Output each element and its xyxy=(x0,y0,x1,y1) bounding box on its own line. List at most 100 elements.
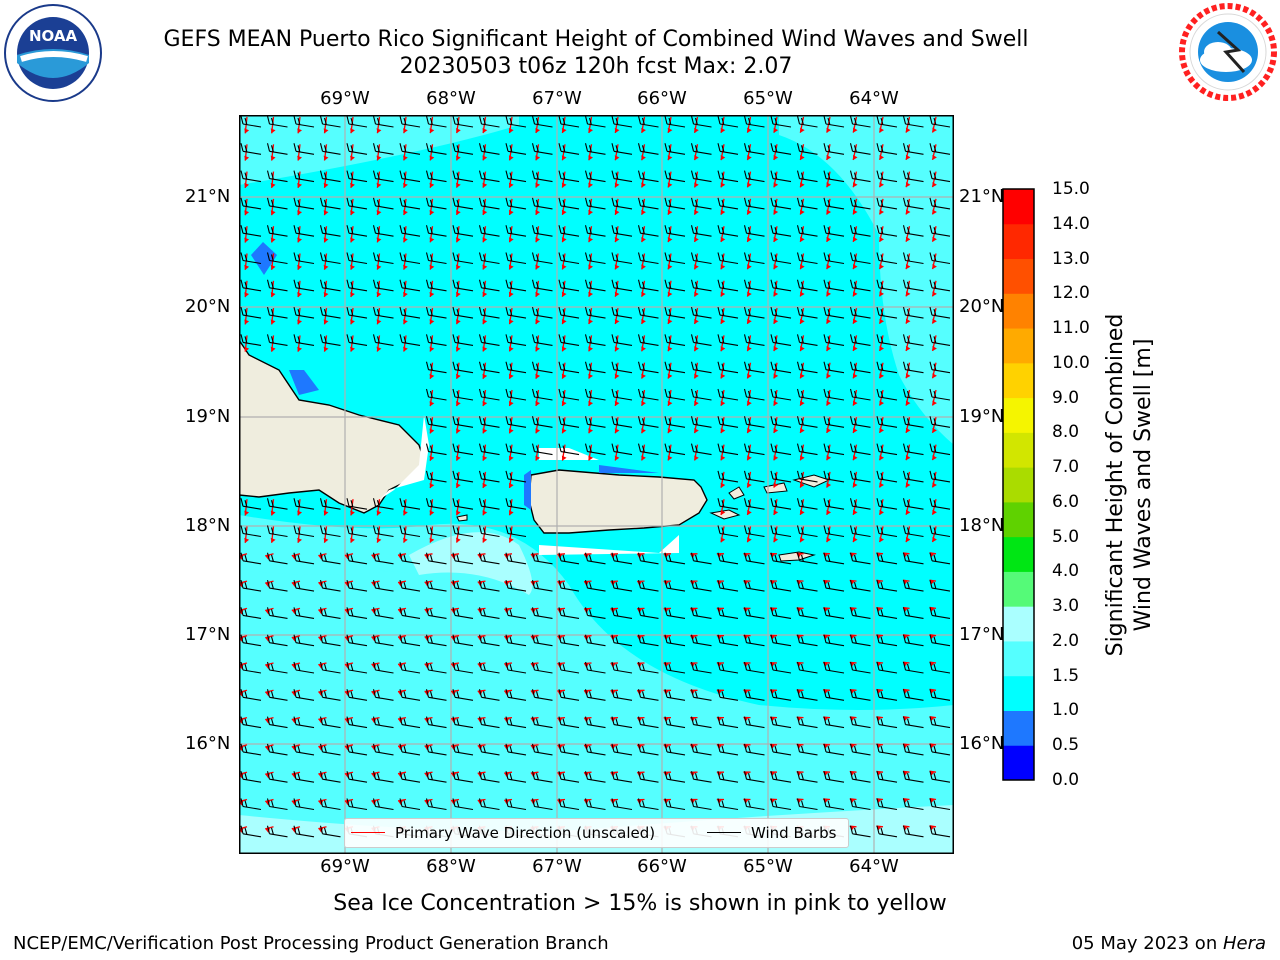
contour-1p5-band xyxy=(239,540,619,660)
wind-barb xyxy=(664,279,686,292)
wind-barb xyxy=(876,306,898,319)
wind-barb xyxy=(611,225,633,237)
wave-arrow-head xyxy=(350,346,355,352)
wave-arrow-head xyxy=(588,291,594,297)
wind-barb xyxy=(823,170,845,183)
contour-1p5-southwest xyxy=(239,515,954,854)
wave-arrow-head xyxy=(826,154,832,160)
wind-barb xyxy=(266,798,288,811)
wind-barb xyxy=(637,716,659,729)
wind-barb xyxy=(240,825,262,838)
wind-barb xyxy=(452,552,474,565)
wave-direction-arrow xyxy=(291,635,301,639)
wave-arrow-head xyxy=(535,455,541,461)
wave-direction-legend-label: Primary Wave Direction (unscaled) xyxy=(395,824,656,842)
wind-barb xyxy=(584,197,606,210)
wave-arrow-head xyxy=(244,128,250,134)
wave-arrow-head xyxy=(291,827,297,833)
wave-arrow-head xyxy=(344,718,350,724)
wind-barb xyxy=(425,607,447,619)
wind-barb xyxy=(796,579,818,592)
wind-barb xyxy=(452,361,474,374)
wave-arrow-head xyxy=(244,155,250,161)
wave-arrow-head xyxy=(508,291,514,297)
wave-direction-arrow xyxy=(318,662,327,666)
wind-barb xyxy=(505,361,527,374)
wind-barb xyxy=(717,170,739,183)
wave-arrow-head xyxy=(403,319,408,325)
wave-arrow-head xyxy=(403,346,408,352)
wave-arrow-head xyxy=(879,154,884,160)
wind-barb xyxy=(425,334,447,346)
wind-barb xyxy=(531,279,553,292)
wind-barb xyxy=(558,771,580,783)
wave-arrow-head xyxy=(588,346,594,352)
wind-barb xyxy=(929,443,951,456)
wind-barb xyxy=(372,634,394,647)
wind-barb xyxy=(637,306,659,319)
wind-barb xyxy=(266,716,288,729)
wind-barb xyxy=(399,170,421,183)
wind-barb xyxy=(849,361,871,374)
wind-barb xyxy=(902,306,924,319)
wind-barb xyxy=(876,443,898,456)
wind-barb xyxy=(372,170,394,183)
wind-barb xyxy=(902,743,924,756)
wave-arrow-head xyxy=(853,264,858,270)
wave-direction-arrow xyxy=(371,580,380,584)
wind-barb xyxy=(346,197,368,210)
wind-barb xyxy=(929,225,951,237)
wave-arrow-head xyxy=(265,773,271,779)
wave-arrow-head xyxy=(932,537,937,543)
wave-arrow-head xyxy=(323,182,329,188)
colorbar-segment xyxy=(1003,675,1034,711)
wave-arrow-head xyxy=(455,428,461,434)
wave-direction-arrow xyxy=(504,635,513,638)
wind-barb xyxy=(849,197,871,210)
wind-barb xyxy=(876,115,898,128)
wave-direction-arrow xyxy=(424,580,433,584)
wave-arrow-head xyxy=(429,455,435,461)
colorbar-tick-label: 1.0 xyxy=(1052,700,1080,721)
wave-arrow-head xyxy=(667,318,673,324)
wave-arrow-head xyxy=(773,155,779,161)
wind-barb xyxy=(637,388,659,401)
wind-barb xyxy=(266,607,288,619)
wind-barb xyxy=(531,443,553,456)
wind-barb xyxy=(743,388,765,401)
wave-arrow-head xyxy=(694,428,699,434)
wind-barb xyxy=(717,388,739,401)
wave-arrow-head xyxy=(482,483,488,488)
wind-barb xyxy=(505,388,527,401)
lat-label-right-16n: 16°N xyxy=(959,733,1005,754)
wave-arrow-head xyxy=(720,455,726,461)
wind-barb xyxy=(664,552,686,565)
wind-barb xyxy=(372,525,394,538)
wave-arrow-head xyxy=(403,292,408,297)
wave-arrow-head xyxy=(291,582,297,588)
wind-barb xyxy=(823,661,845,674)
wind-barb xyxy=(743,225,765,237)
wind-barb xyxy=(611,143,633,155)
wind-barb xyxy=(796,115,818,128)
wind-barb xyxy=(637,225,659,237)
wave-direction-arrow xyxy=(557,580,566,583)
wave-arrow-head xyxy=(371,582,377,587)
wave-direction-arrow xyxy=(504,662,513,665)
wind-barb xyxy=(664,388,686,401)
wave-arrow-head xyxy=(270,292,276,298)
wind-barb xyxy=(452,661,474,674)
vector-field xyxy=(239,115,951,838)
wave-arrow-head xyxy=(694,291,699,297)
wave-arrow-head xyxy=(747,291,752,297)
wave-arrow-head xyxy=(826,236,832,242)
wave-arrow-head xyxy=(561,209,567,215)
wave-arrow-head xyxy=(323,510,329,516)
wave-arrow-head xyxy=(318,636,324,642)
wind-barb xyxy=(478,361,500,374)
wind-barb xyxy=(425,170,447,183)
wave-direction-arrow xyxy=(371,607,380,611)
wave-arrow-head xyxy=(508,401,514,407)
mask-hispaniola xyxy=(379,415,429,500)
wind-barb xyxy=(478,115,500,128)
